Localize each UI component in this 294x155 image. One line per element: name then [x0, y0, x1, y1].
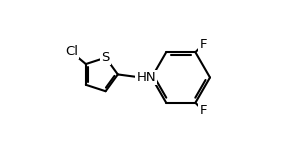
Text: S: S: [101, 51, 110, 64]
Text: Cl: Cl: [66, 45, 78, 58]
Text: F: F: [199, 38, 207, 51]
Text: F: F: [199, 104, 207, 117]
Text: HN: HN: [136, 71, 156, 84]
